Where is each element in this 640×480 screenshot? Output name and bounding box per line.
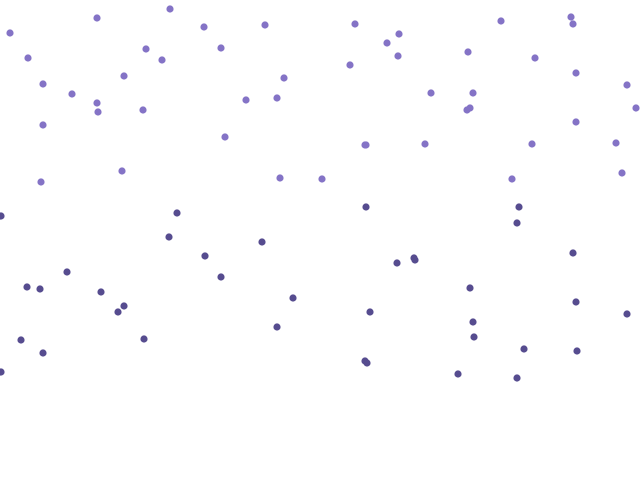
dot: [273, 323, 281, 331]
dot: [0, 368, 5, 376]
dot: [466, 284, 474, 292]
dot: [346, 61, 354, 69]
dot: [572, 69, 580, 77]
dot: [618, 169, 626, 177]
dot: [280, 74, 288, 82]
dot-field: [0, 5, 640, 382]
dot: [39, 349, 47, 357]
dot: [6, 29, 14, 37]
dot: [120, 72, 128, 80]
dot: [572, 118, 580, 126]
dot: [201, 252, 209, 260]
dot: [261, 21, 269, 29]
dot: [39, 121, 47, 129]
dot: [466, 104, 474, 112]
dot: [118, 167, 126, 175]
dot: [411, 256, 419, 264]
dot: [366, 308, 374, 316]
dot: [508, 175, 516, 183]
dot: [469, 89, 477, 97]
dot: [142, 45, 150, 53]
dot: [572, 298, 580, 306]
dot: [362, 141, 370, 149]
dot: [94, 108, 102, 116]
dot: [470, 333, 478, 341]
dot: [464, 48, 472, 56]
dot: [217, 273, 225, 281]
dot: [114, 308, 122, 316]
dot: [165, 233, 173, 241]
dot: [93, 14, 101, 22]
dot: [569, 20, 577, 28]
dot: [276, 174, 284, 182]
dot: [217, 44, 225, 52]
dot: [515, 203, 523, 211]
dot: [623, 81, 631, 89]
dot: [221, 133, 229, 141]
dot: [166, 5, 174, 13]
dot: [513, 374, 521, 382]
dot: [63, 268, 71, 276]
dot: [469, 318, 477, 326]
dot: [17, 336, 25, 344]
dot: [23, 283, 31, 291]
dot: [242, 96, 250, 104]
dot: [520, 345, 528, 353]
dot: [93, 99, 101, 107]
dot: [0, 212, 5, 220]
dot: [395, 30, 403, 38]
dot: [140, 335, 148, 343]
dot: [39, 80, 47, 88]
dot: [97, 288, 105, 296]
dot: [531, 54, 539, 62]
dot: [454, 370, 462, 378]
dot: [289, 294, 297, 302]
dot: [421, 140, 429, 148]
dot: [36, 285, 44, 293]
dot: [258, 238, 266, 246]
dot: [200, 23, 208, 31]
dot: [393, 259, 401, 267]
dot: [273, 94, 281, 102]
dot: [427, 89, 435, 97]
dot: [623, 310, 631, 318]
dot: [173, 209, 181, 217]
dot: [513, 219, 521, 227]
dot: [569, 249, 577, 257]
dot: [394, 52, 402, 60]
dot: [497, 17, 505, 25]
dot: [37, 178, 45, 186]
dot: [632, 104, 640, 112]
dot: [24, 54, 32, 62]
dot: [573, 347, 581, 355]
dot: [362, 203, 370, 211]
dot: [363, 359, 371, 367]
dot: [612, 139, 620, 147]
dot: [351, 20, 359, 28]
dot: [567, 13, 575, 21]
dot: [383, 39, 391, 47]
dot: [158, 56, 166, 64]
dot: [120, 302, 128, 310]
dot: [68, 90, 76, 98]
dot: [528, 140, 536, 148]
dot: [139, 106, 147, 114]
dot: [318, 175, 326, 183]
